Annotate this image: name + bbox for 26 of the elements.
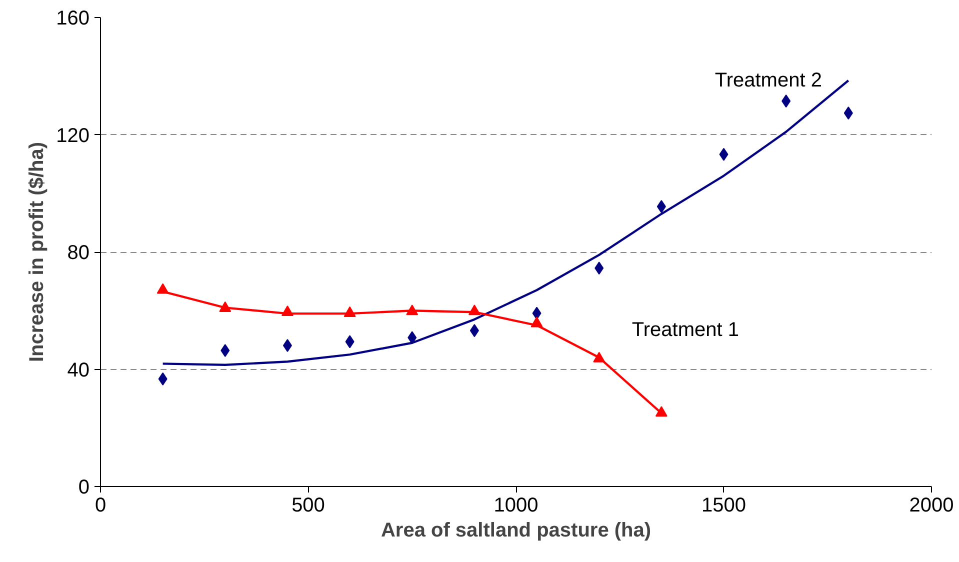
y-tick-label: 160 (56, 8, 90, 30)
point (594, 262, 604, 275)
y-tick-label: 80 (67, 242, 90, 264)
point (470, 324, 479, 338)
point (782, 94, 791, 108)
x-tick-label: 1500 (702, 494, 746, 516)
x-axis-title: Area of saltland pasture (ha) (380, 520, 652, 542)
x-tick-label: 500 (292, 494, 325, 516)
x-tick-label: 0 (94, 494, 106, 516)
point (656, 200, 666, 214)
y-tick-label: 0 (78, 476, 90, 498)
point (408, 331, 417, 344)
point (532, 306, 542, 320)
point (220, 344, 230, 357)
x-tick-label: 1000 (494, 494, 538, 516)
y-axis-title: Increase in profit ($/ha) (26, 142, 48, 362)
series-label: Treatment 1 (632, 319, 739, 342)
y-tick-label: 40 (67, 359, 90, 382)
point (719, 148, 728, 161)
point (844, 106, 853, 120)
point (282, 339, 292, 352)
series-label: Treatment 2 (714, 70, 822, 92)
point (158, 372, 168, 386)
x-tick-label: 2000 (909, 494, 954, 516)
point (345, 335, 354, 348)
y-tick-label: 120 (56, 124, 90, 147)
